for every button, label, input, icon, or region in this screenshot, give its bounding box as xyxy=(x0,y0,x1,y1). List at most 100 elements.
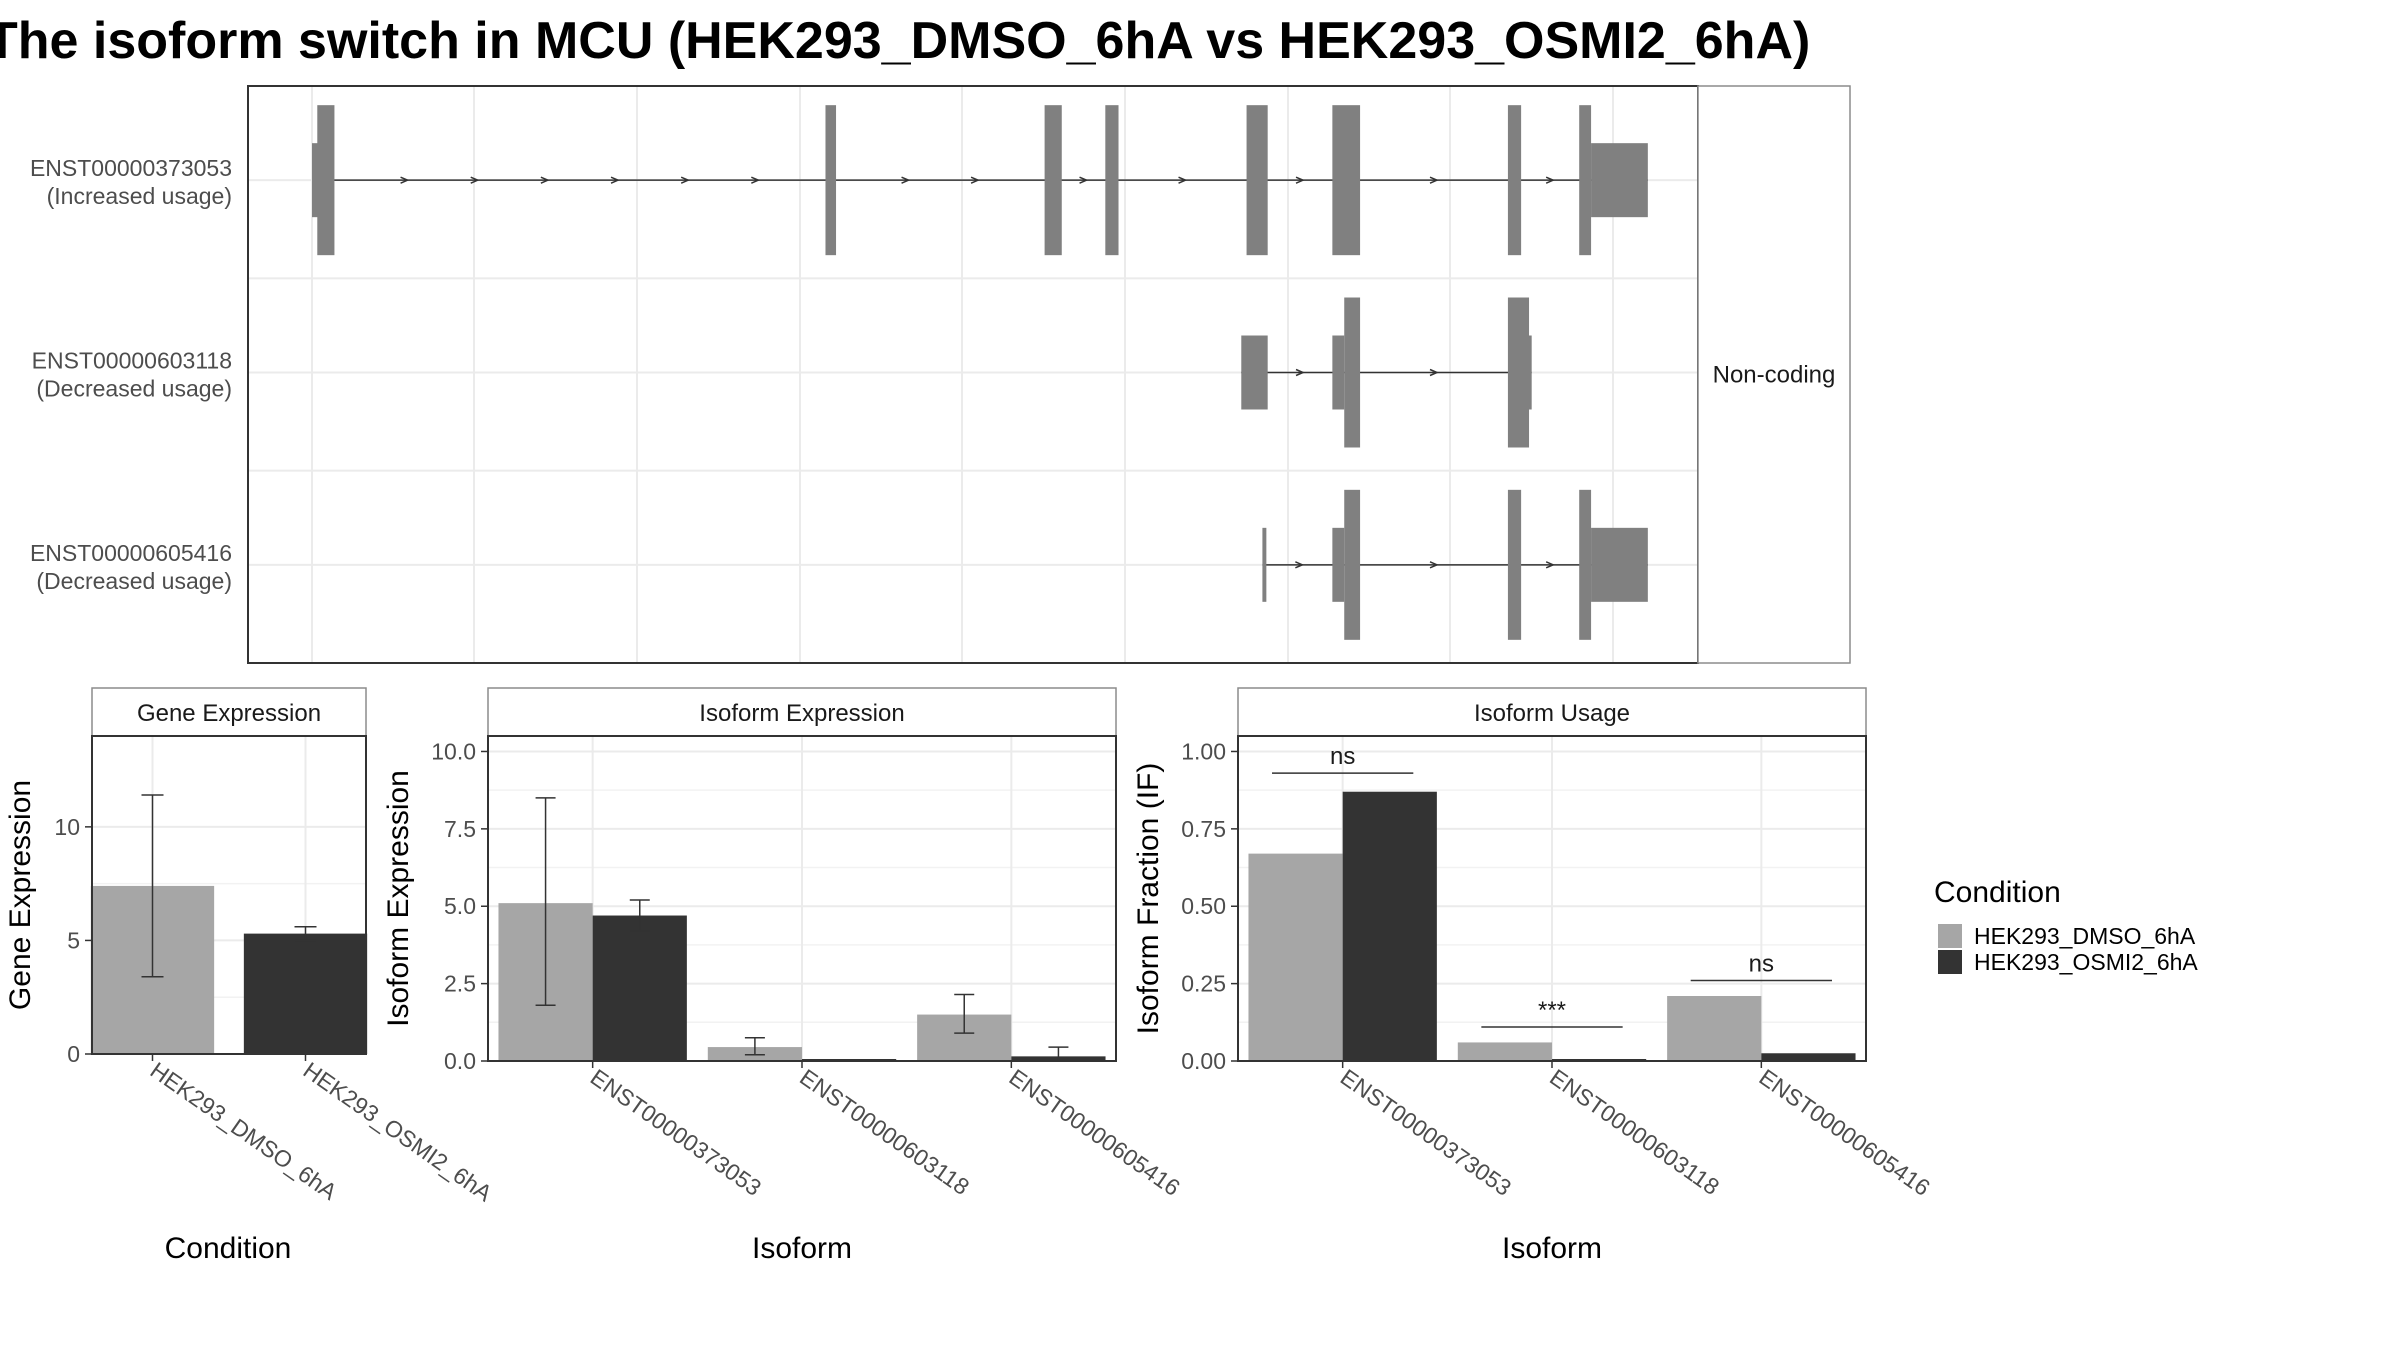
exon-block xyxy=(1044,105,1062,256)
exon-block xyxy=(1507,105,1522,256)
exon-block xyxy=(1344,489,1361,640)
intron-direction-arrow xyxy=(970,176,980,184)
x-tick-label: ENST00000373053 xyxy=(1336,1064,1516,1201)
intron-direction-arrow xyxy=(1429,561,1439,569)
intron-direction-arrow xyxy=(610,176,620,184)
exon-block xyxy=(1344,297,1361,448)
x-tick-label: ENST00000605416 xyxy=(1004,1064,1184,1201)
panel-title: Isoform Expression xyxy=(699,700,904,727)
chart-panel-2: Isoform Usage ns *** ns 0.00 0.25 0.50 0.75 1.00… xyxy=(1132,687,1935,1265)
isoform-id-label: ENST00000605416 xyxy=(30,540,232,566)
exon-block xyxy=(825,105,837,256)
exon-block xyxy=(1241,335,1268,410)
exon-block xyxy=(1332,105,1361,256)
legend-title: Condition xyxy=(1934,876,2061,909)
intron-direction-arrow xyxy=(751,176,761,184)
panel-title-strip xyxy=(91,687,367,737)
x-axis-title: Condition xyxy=(165,1232,292,1265)
exon-block xyxy=(1262,527,1267,602)
bar-dmso xyxy=(1248,853,1343,1061)
isoform-usage-label: (Increased usage) xyxy=(47,183,232,209)
intron-direction-arrow xyxy=(901,176,911,184)
intron-direction-arrow xyxy=(540,176,550,184)
intron-direction-arrow xyxy=(1295,176,1305,184)
bar-osmi xyxy=(1342,791,1437,1061)
structure-facet-strip xyxy=(1697,85,1851,664)
exon-block xyxy=(1332,527,1345,602)
legend-item-label: HEK293_OSMI2_6hA xyxy=(1974,949,2198,975)
intron-direction-arrow xyxy=(1545,561,1556,569)
legend-swatch-osmi xyxy=(1938,950,1962,974)
isoform-usage-label: (Decreased usage) xyxy=(36,376,232,402)
bar-dmso xyxy=(1457,1042,1552,1061)
legend-item-label: HEK293_DMSO_6hA xyxy=(1974,923,2196,949)
panel-title: Gene Expression xyxy=(137,700,321,727)
panel-title: Isoform Usage xyxy=(1474,700,1630,727)
panel-title-strip xyxy=(1237,687,1867,737)
x-tick-label: ENST00000603118 xyxy=(1545,1064,1724,1200)
y-tick-label: 7.5 xyxy=(444,816,476,842)
significance-label: *** xyxy=(1538,997,1566,1024)
exon-block xyxy=(1591,143,1648,218)
intron-direction-arrow xyxy=(1178,176,1188,184)
x-axis-title: Isoform xyxy=(1502,1232,1602,1265)
bar-osmi xyxy=(1761,1053,1856,1061)
y-tick-label: 0.00 xyxy=(1181,1048,1226,1074)
isoform-usage-label: (Decreased usage) xyxy=(36,568,232,594)
exon-block xyxy=(1591,527,1648,602)
y-axis-title: Isoform Expression xyxy=(382,770,415,1027)
y-tick-label: 0 xyxy=(67,1041,80,1067)
intron-direction-arrow xyxy=(680,176,691,184)
chart-panel-0: Gene Expression0510HEK293_DMSO_6hAHEK293… xyxy=(4,687,497,1265)
y-axis-title: Gene Expression xyxy=(4,780,37,1010)
exon-block xyxy=(1579,489,1592,640)
chart-panel-1: Isoform Expression 0.0 2.5 5.0 7.5 10.0 ENST00… xyxy=(382,687,1185,1265)
y-axis-title: Isoform Fraction (IF) xyxy=(1132,763,1165,1035)
y-tick-label: 0.25 xyxy=(1181,971,1226,997)
y-tick-label: 10 xyxy=(54,814,80,840)
bar-dmso xyxy=(1667,996,1762,1061)
isoform-id-label: ENST00000603118 xyxy=(32,348,232,374)
significance-label: ns xyxy=(1749,951,1774,978)
y-tick-label: 5 xyxy=(67,927,80,953)
intron-direction-arrow xyxy=(1429,176,1439,184)
y-tick-label: 2.5 xyxy=(444,971,476,997)
figure-title: The isoform switch in MCU (HEK293_DMSO_6… xyxy=(0,12,1810,70)
exon-block xyxy=(1105,105,1119,256)
significance-label: ns xyxy=(1330,743,1355,770)
isoform-id-label: ENST00000373053 xyxy=(30,155,232,181)
exon-block xyxy=(1523,335,1532,410)
x-tick-label: ENST00000373053 xyxy=(586,1064,766,1201)
x-tick-label: ENST00000605416 xyxy=(1754,1064,1934,1201)
y-tick-label: 5.0 xyxy=(444,893,476,919)
expression-panels: Gene Expression0510HEK293_DMSO_6hAHEK293… xyxy=(4,687,1935,1265)
y-tick-label: 0.50 xyxy=(1181,893,1226,919)
intron-direction-arrow xyxy=(470,176,480,184)
intron-direction-arrow xyxy=(1295,561,1305,569)
exon-block xyxy=(1579,105,1592,256)
facet-label: Non-coding xyxy=(1713,362,1836,389)
intron-direction-arrow xyxy=(400,176,410,184)
y-tick-label: 0.0 xyxy=(444,1048,476,1074)
legend-swatch-dmso xyxy=(1938,924,1962,948)
intron-direction-arrow xyxy=(1079,176,1089,184)
intron-direction-arrow xyxy=(1295,368,1305,377)
y-tick-label: 0.75 xyxy=(1181,816,1226,842)
exon-block xyxy=(1246,105,1268,256)
intron-direction-arrow xyxy=(1545,176,1556,184)
exon-block xyxy=(317,105,335,256)
isoform-structure-panel: ENST00000373053(Increased usage) ENST0000… xyxy=(30,85,1851,664)
x-axis-title: Isoform xyxy=(752,1232,852,1265)
plot-area-border xyxy=(91,735,367,1055)
x-tick-label: ENST00000603118 xyxy=(795,1064,974,1200)
exon-block xyxy=(1332,335,1345,410)
bar-osmi xyxy=(243,933,368,1054)
structure-panel-bg xyxy=(248,86,1698,663)
exon-block xyxy=(1507,297,1530,448)
bar-osmi xyxy=(592,915,687,1061)
intron-direction-arrow xyxy=(1429,368,1439,377)
exon-block xyxy=(1507,489,1522,640)
y-tick-label: 10.0 xyxy=(431,738,476,764)
